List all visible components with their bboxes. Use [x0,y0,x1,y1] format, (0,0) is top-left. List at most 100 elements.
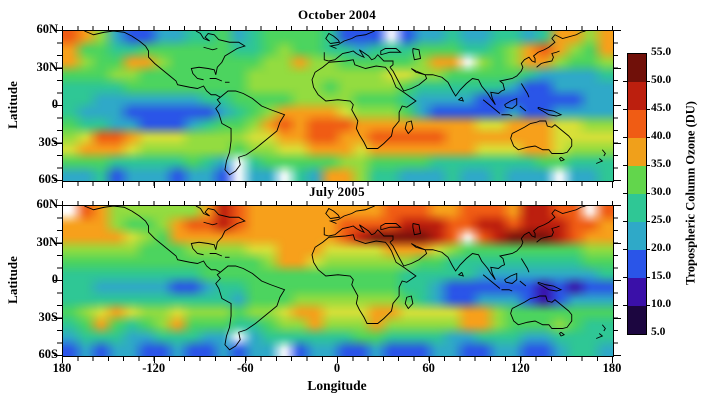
lat-tick-label: 30N [36,234,58,249]
lat-tick-label: 60N [36,197,58,211]
colorbar-tick-left [623,193,627,194]
lon-major-tick [153,182,155,188]
colorbar-tick-label: 35.0 [651,158,672,170]
colorbar-block [628,110,646,138]
lat-tick-label: 60N [36,22,58,36]
lat-major-tick-left [54,180,62,181]
map-panel-october [62,30,614,182]
lat-major-tick-left [54,280,62,281]
colorbar-tick-label: 45.0 [651,102,672,114]
colorbar-block [628,278,646,306]
colorbar-tick-right [646,109,650,110]
ozone-map-canvas-october [63,31,613,181]
lat-tick-label: 30S [38,134,58,149]
lat-major-tick-left [54,205,62,206]
colorbar-tick-right [646,81,650,82]
lon-major-tick [612,357,613,363]
colorbar-tick-label: 15.0 [651,270,672,282]
lat-tick-label: 0 [51,97,58,111]
colorbar-tick-right [646,137,650,138]
lat-major-tick-right [613,280,621,281]
colorbar-tick-left [623,221,627,222]
lon-tick-label: 180 [52,361,72,375]
lat-major-tick-right [613,205,621,206]
lon-major-tick [62,182,63,188]
ozone-map-canvas-july [63,206,613,356]
map-panel-july [62,205,614,357]
colorbar-block [628,194,646,222]
lon-major-tick [612,182,613,188]
lat-major-tick-left [54,67,62,69]
lon-major-tick [245,182,247,188]
panel-title-july: July 2005 [309,184,365,199]
lat-major-tick-right [613,180,621,181]
colorbar-tick-left [623,165,627,166]
lat-major-tick-left [54,355,62,356]
lat-major-tick-right [613,317,621,319]
longitude-axis-label: Longitude [307,378,367,393]
lat-tick-label: 0 [51,272,58,286]
colorbar-tick-right [646,277,650,278]
colorbar-tick-right [646,193,650,194]
colorbar-tick-label: 30.0 [651,186,672,198]
lon-tick-label: -60 [236,361,254,375]
colorbar-block [628,82,646,110]
colorbar-tick-right [646,249,650,250]
lon-major-tick [245,357,247,363]
colorbar-block [628,166,646,194]
lat-major-tick-right [613,105,621,106]
lat-major-tick-left [54,30,62,31]
lat-major-tick-left [54,242,62,244]
colorbar-tick-left [623,81,627,82]
colorbar-tick-right [646,221,650,222]
lon-major-tick [153,357,155,363]
colorbar-block [628,250,646,278]
lon-tick-label: -120 [142,361,166,375]
lon-major-tick [520,182,522,188]
colorbar-title: Tropospheric Column Ozone (DU) [683,101,698,285]
lat-tick-label: 60S [38,347,58,361]
colorbar-block [628,54,646,82]
colorbar-tick-label: 5.0 [651,326,666,338]
lat-tick-label: 60S [38,172,58,186]
lat-tick-label: 30N [36,59,58,74]
colorbar-tick-label: 10.0 [651,298,672,310]
colorbar-tick-right [646,165,650,166]
colorbar-tick-left [623,109,627,110]
colorbar-block [628,222,646,250]
lon-major-tick [428,182,430,188]
lon-major-tick [428,357,430,363]
lat-major-tick-right [613,355,621,356]
lat-major-tick-right [613,242,621,244]
panel-title-october: October 2004 [297,7,377,22]
colorbar-block [628,138,646,166]
colorbar-block [628,306,646,334]
colorbar-tick-right [646,305,650,306]
lon-tick-label: 0 [333,361,341,375]
lat-major-tick-left [54,317,62,319]
lat-major-tick-right [613,30,621,31]
colorbar-tick-left [623,137,627,138]
lat-major-tick-left [54,105,62,106]
lon-major-tick [337,182,338,188]
lon-tick-label: 180 [602,361,622,375]
colorbar [627,53,647,335]
lon-tick-label: 120 [510,361,530,375]
lat-major-tick-right [613,142,621,144]
lon-major-tick [520,357,522,363]
colorbar-tick-label: 55.0 [651,46,672,58]
lon-major-tick [337,357,338,363]
lon-major-tick [62,357,63,363]
lat-major-tick-left [54,142,62,144]
lat-major-tick-right [613,67,621,69]
lat-tick-label: 30S [38,309,58,324]
colorbar-tick-label: 20.0 [651,242,672,254]
colorbar-tick-label: 25.0 [651,214,672,226]
colorbar-tick-left [623,277,627,278]
colorbar-tick-left [623,305,627,306]
colorbar-tick-label: 50.0 [651,74,672,86]
colorbar-tick-label: 40.0 [651,130,672,142]
colorbar-tick-left [623,249,627,250]
lon-tick-label: 60 [422,361,435,375]
